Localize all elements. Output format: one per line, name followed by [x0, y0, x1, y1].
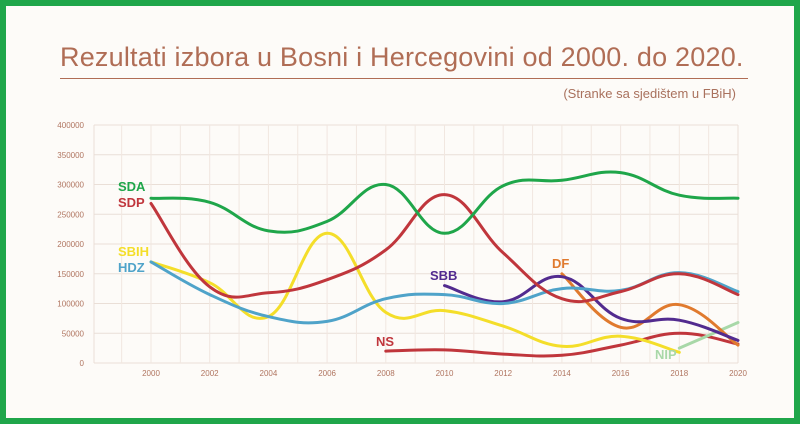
y-tick-label: 150000	[57, 270, 84, 279]
series-label-nip: NIP	[655, 347, 677, 362]
chart-subtitle: (Stranke sa sjedištem u FBiH)	[563, 86, 736, 101]
x-tick-label: 2000	[142, 369, 160, 378]
x-tick-label: 2006	[318, 369, 336, 378]
series-line-sbb	[443, 275, 740, 342]
y-axis-ticks: 0 50000 100000 150000 200000 250000 300000 3500…	[57, 121, 84, 368]
y-tick-label: 50000	[62, 329, 85, 338]
y-tick-label: 250000	[57, 210, 84, 219]
series-label-df: DF	[552, 256, 569, 271]
series-label-sda: SDA	[118, 179, 146, 194]
y-tick-label: 0	[80, 359, 85, 368]
title-underline	[60, 78, 748, 79]
series-label-sdp: SDP	[118, 195, 145, 210]
x-tick-label: 2004	[260, 369, 278, 378]
y-tick-label: 200000	[57, 240, 84, 249]
series-label-sbb: SBB	[430, 268, 457, 283]
x-tick-label: 2002	[201, 369, 219, 378]
series-label-sbih: SBIH	[118, 244, 149, 259]
series-line-sbih	[149, 231, 681, 354]
x-axis-ticks: 2000 2002 2004 2006 2008 2010 2012 2014 2016 2018…	[142, 369, 747, 378]
x-tick-label: 2020	[729, 369, 747, 378]
y-tick-label: 400000	[57, 121, 84, 130]
y-tick-label: 300000	[57, 181, 84, 190]
series-lines	[149, 170, 740, 358]
y-tick-label: 350000	[57, 151, 84, 160]
x-tick-label: 2008	[377, 369, 395, 378]
series-label-hdz: HDZ	[118, 260, 145, 275]
chart-grid	[93, 124, 739, 364]
x-tick-label: 2012	[494, 369, 512, 378]
y-tick-label: 100000	[57, 300, 84, 309]
chart-title: Rezultati izbora u Bosni i Hercegovini o…	[60, 42, 744, 72]
series-line-nip	[677, 321, 740, 350]
x-tick-label: 2018	[670, 369, 688, 378]
x-tick-label: 2016	[612, 369, 630, 378]
x-tick-label: 2010	[436, 369, 454, 378]
series-line-sda	[149, 170, 740, 235]
series-label-ns: NS	[376, 334, 394, 349]
series-line-sdp	[149, 193, 740, 304]
x-tick-label: 2014	[553, 369, 571, 378]
series-line-ns	[384, 331, 740, 358]
